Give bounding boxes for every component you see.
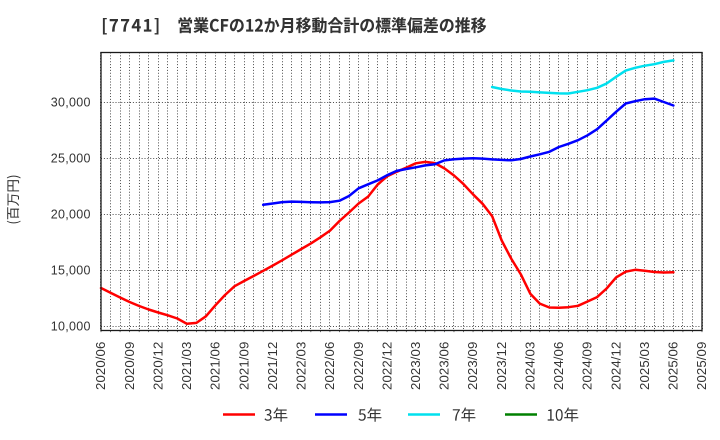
svg-text:2020/09: 2020/09 xyxy=(122,342,137,390)
svg-text:2024/03: 2024/03 xyxy=(523,342,538,390)
svg-text:2022/09: 2022/09 xyxy=(351,342,366,390)
svg-text:2022/03: 2022/03 xyxy=(294,342,309,390)
svg-text:2023/06: 2023/06 xyxy=(437,342,452,390)
svg-text:2023/03: 2023/03 xyxy=(408,342,423,390)
svg-text:15,000: 15,000 xyxy=(51,264,91,278)
svg-text:2024/12: 2024/12 xyxy=(608,342,623,390)
svg-text:2025/09: 2025/09 xyxy=(694,342,709,390)
svg-text:2025/03: 2025/03 xyxy=(637,342,652,390)
svg-text:2020/06: 2020/06 xyxy=(93,342,108,390)
svg-text:2022/12: 2022/12 xyxy=(379,342,394,390)
svg-text:2025/06: 2025/06 xyxy=(666,342,681,390)
svg-text:10,000: 10,000 xyxy=(51,320,91,334)
svg-text:2023/09: 2023/09 xyxy=(465,342,480,390)
svg-text:2024/06: 2024/06 xyxy=(551,342,566,390)
svg-text:2024/09: 2024/09 xyxy=(580,342,595,390)
svg-text:2022/06: 2022/06 xyxy=(322,342,337,390)
svg-text:25,000: 25,000 xyxy=(51,152,91,166)
svg-text:2021/09: 2021/09 xyxy=(236,342,251,390)
svg-text:2023/12: 2023/12 xyxy=(494,342,509,390)
svg-text:30,000: 30,000 xyxy=(51,96,91,110)
svg-text:2021/12: 2021/12 xyxy=(265,342,280,390)
svg-text:2020/12: 2020/12 xyxy=(150,342,165,390)
svg-text:20,000: 20,000 xyxy=(51,208,91,222)
svg-text:2021/06: 2021/06 xyxy=(208,342,223,390)
svg-text:2021/03: 2021/03 xyxy=(179,342,194,390)
